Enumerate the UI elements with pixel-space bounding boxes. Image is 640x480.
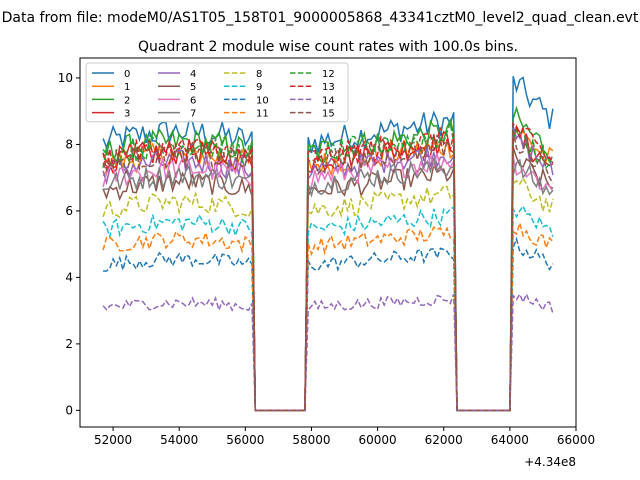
legend-label: 8 bbox=[256, 69, 262, 80]
legend-label: 11 bbox=[256, 109, 269, 120]
x-tick-label: 58000 bbox=[292, 433, 330, 447]
y-tick-label: 8 bbox=[65, 137, 73, 151]
legend-label: 2 bbox=[124, 95, 130, 106]
legend-label: 6 bbox=[190, 95, 196, 106]
legend-label: 15 bbox=[322, 109, 335, 120]
x-tick-label: 56000 bbox=[226, 433, 264, 447]
series-line-10 bbox=[103, 236, 554, 412]
y-axis: 0 2 4 6 8 10 bbox=[58, 71, 80, 417]
legend-box bbox=[85, 62, 349, 123]
series-line-15 bbox=[102, 129, 554, 412]
series-line-3 bbox=[102, 124, 554, 412]
plot-frame bbox=[79, 57, 577, 428]
legend-label: 5 bbox=[190, 82, 196, 93]
series-line-11 bbox=[102, 220, 554, 412]
series-line-6 bbox=[102, 152, 554, 412]
legend-label: 0 bbox=[124, 69, 130, 80]
x-tick-label: 64000 bbox=[491, 433, 529, 447]
series-line-5 bbox=[102, 147, 554, 412]
series-line-14 bbox=[102, 292, 554, 412]
x-axis: 52000 54000 56000 58000 60000 62000 64000 66000 bbox=[94, 427, 595, 447]
y-tick-label: 0 bbox=[65, 403, 73, 417]
legend-label: 10 bbox=[256, 95, 269, 106]
legend-label: 7 bbox=[190, 109, 196, 120]
x-tick-label: 60000 bbox=[359, 433, 397, 447]
chart-title: Quadrant 2 module wise count rates with … bbox=[138, 39, 518, 55]
y-tick-label: 4 bbox=[65, 270, 73, 284]
series-line-12 bbox=[102, 120, 554, 412]
series-line-7 bbox=[103, 157, 554, 412]
plot-lines bbox=[102, 76, 554, 412]
legend-label: 3 bbox=[124, 109, 130, 120]
x-tick-label: 52000 bbox=[94, 433, 132, 447]
legend-label: 4 bbox=[190, 69, 196, 80]
y-tick-label: 2 bbox=[65, 337, 73, 351]
legend-label: 1 bbox=[124, 82, 130, 93]
x-offset-label: +4.34e8 bbox=[524, 455, 576, 469]
legend-label: 9 bbox=[256, 82, 262, 93]
x-tick-label: 62000 bbox=[425, 433, 463, 447]
series-line-9 bbox=[102, 204, 554, 412]
chart-suptitle: Data from file: modeM0/AS1T05_158T01_900… bbox=[2, 10, 639, 26]
legend-label: 13 bbox=[322, 82, 335, 93]
x-tick-label: 66000 bbox=[557, 433, 595, 447]
legend-label: 12 bbox=[322, 69, 335, 80]
legend-label: 14 bbox=[322, 95, 335, 106]
y-tick-label: 10 bbox=[58, 71, 73, 85]
x-tick-label: 54000 bbox=[160, 433, 198, 447]
series-line-8 bbox=[102, 176, 554, 412]
y-tick-label: 6 bbox=[65, 204, 73, 218]
